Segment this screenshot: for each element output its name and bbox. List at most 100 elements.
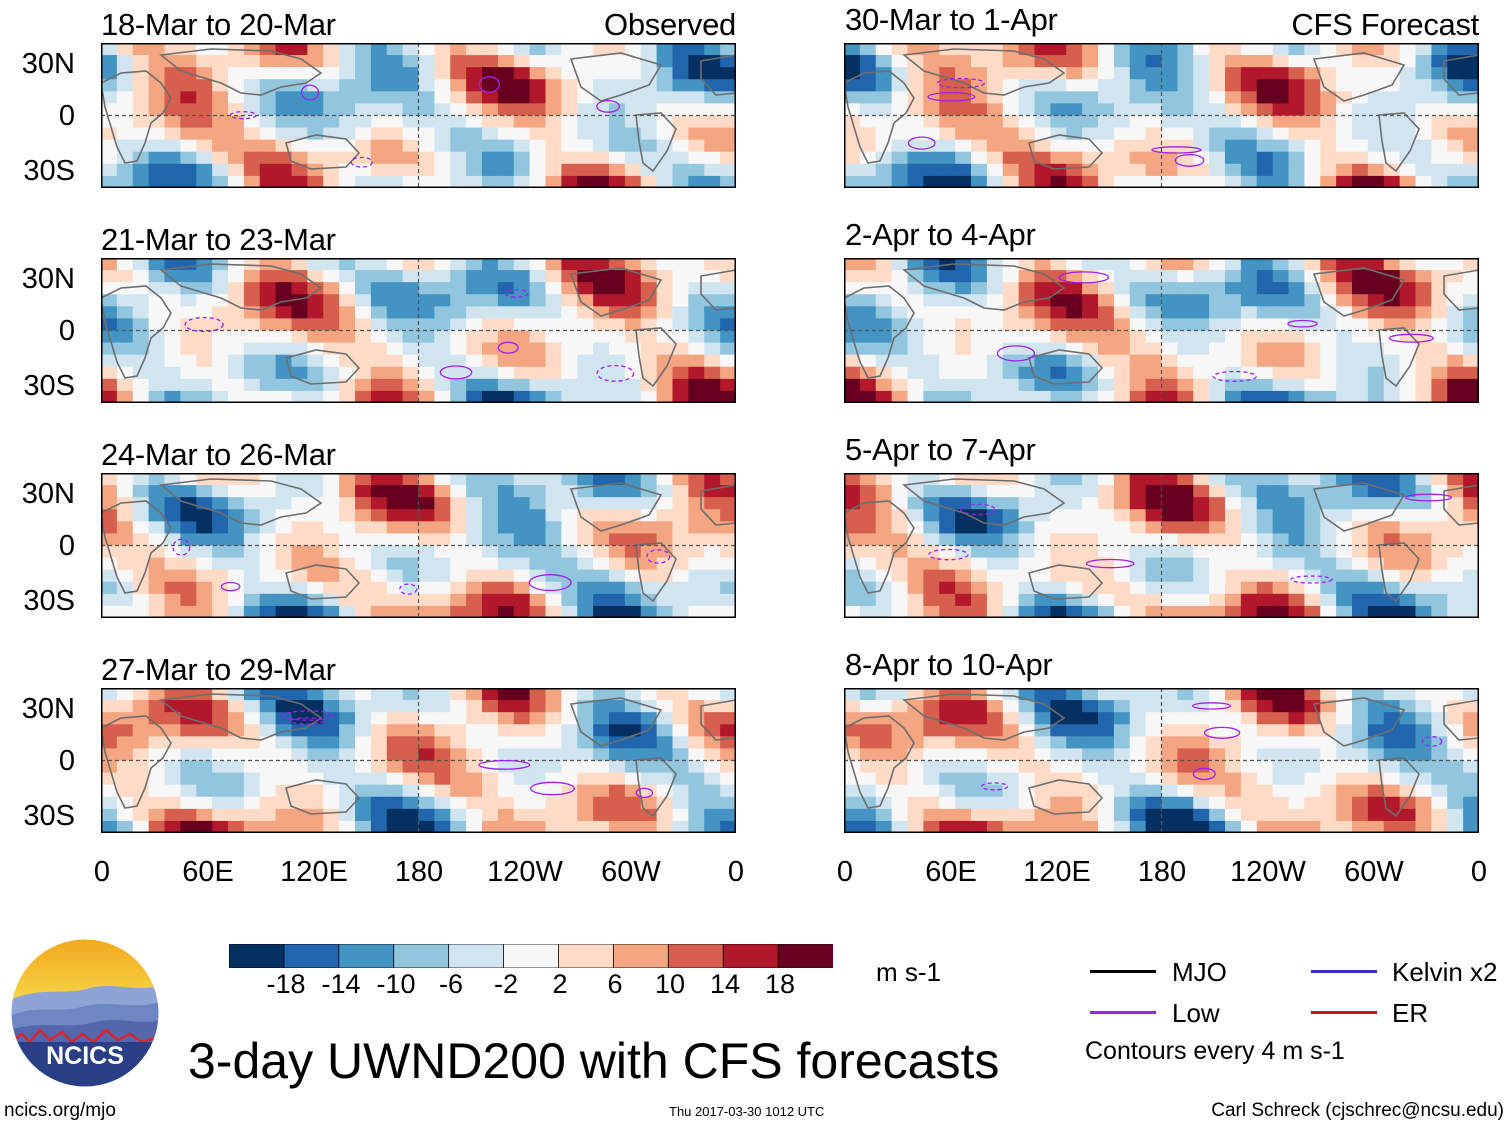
low-contour xyxy=(300,84,320,101)
coastline xyxy=(1028,564,1104,600)
coastline xyxy=(844,285,915,379)
footer-timestamp: Thu 2017-03-30 1012 UTC xyxy=(669,1104,825,1119)
lat-label-30n-1: 30N xyxy=(21,48,75,80)
legend-label-mjo: MJO xyxy=(1172,957,1227,987)
colorbar-swatch xyxy=(612,943,670,969)
legend-line-kelvin xyxy=(1311,970,1377,973)
coastline xyxy=(159,478,323,526)
colorbar-swatch xyxy=(448,943,505,969)
forecast-label: CFS Forecast xyxy=(1291,7,1479,42)
coastline xyxy=(285,134,361,170)
coastline xyxy=(902,693,1066,741)
panel-title-fcst-2: 2-Apr to 4-Apr xyxy=(845,217,1036,252)
colorbar-swatch xyxy=(558,943,615,969)
low-contour xyxy=(1085,558,1135,569)
lat-label-30s-3: 30S xyxy=(23,585,75,617)
low-contour xyxy=(529,781,575,796)
coastline xyxy=(1443,269,1479,311)
panel-title-obs-4: 27-Mar to 29-Mar xyxy=(101,652,336,687)
footer-author: Carl Schreck (cjschrec@ncsu.edu) xyxy=(1211,1100,1504,1121)
low-contour xyxy=(478,759,531,770)
coastline xyxy=(1028,134,1104,170)
coastline xyxy=(101,715,172,809)
low-contour xyxy=(1192,767,1216,781)
coastline xyxy=(1312,482,1406,532)
lat-label-30s-2: 30S xyxy=(23,370,75,402)
low-contour xyxy=(399,583,418,595)
coastline xyxy=(1312,267,1406,317)
colorbar-units: m s-1 xyxy=(876,957,941,987)
coastline xyxy=(101,285,172,379)
low-contour xyxy=(927,91,976,102)
coastline xyxy=(285,564,361,600)
low-contour xyxy=(1290,575,1333,584)
colorbar-swatch xyxy=(338,943,395,969)
low-contour xyxy=(907,136,936,150)
low-contour xyxy=(1388,333,1434,343)
legend-label-kelvin: Kelvin x2 xyxy=(1392,957,1498,987)
low-contour xyxy=(635,787,654,799)
colorbar-swatch xyxy=(503,943,560,969)
coastline xyxy=(1028,349,1104,385)
footer-url-link[interactable]: ncics.org/mjo xyxy=(4,1100,116,1121)
coastline xyxy=(1443,54,1479,96)
colorbar-label-6: 2 xyxy=(552,969,568,999)
coastline xyxy=(700,269,736,311)
coastline xyxy=(101,70,172,164)
legend-label-er: ER xyxy=(1392,998,1429,1028)
low-contour xyxy=(996,345,1036,362)
colorbar-swatch xyxy=(283,943,340,969)
coastline xyxy=(569,482,663,532)
colorbar-label-10: 18 xyxy=(764,969,796,999)
coastline xyxy=(569,267,663,317)
legend-line-mjo xyxy=(1090,970,1156,973)
lat-label-eq-1: 0 xyxy=(58,100,75,132)
coastline xyxy=(902,263,1066,311)
coastline xyxy=(844,70,915,164)
colorbar-label-7: 6 xyxy=(607,969,623,999)
low-contour xyxy=(497,341,519,354)
coastline xyxy=(159,693,323,741)
low-contour xyxy=(1287,319,1318,328)
map-fcst-4 xyxy=(844,688,1479,833)
colorbar-swatch xyxy=(393,943,450,969)
lat-label-30s-1: 30S xyxy=(23,155,75,187)
coastline xyxy=(902,48,1066,96)
low-contour xyxy=(1058,271,1110,284)
lon-label-0-left: 0 xyxy=(93,856,111,888)
lat-label-eq-4: 0 xyxy=(58,745,75,777)
logo-text: NCICS xyxy=(46,1042,124,1070)
low-contour xyxy=(172,538,191,556)
low-contour xyxy=(220,581,241,592)
lon-label-120e-left: 120E xyxy=(280,856,348,888)
lon-label-180-left: 180 xyxy=(394,856,444,888)
low-contour xyxy=(282,710,334,721)
coastline xyxy=(1443,699,1479,741)
lat-label-30n-2: 30N xyxy=(21,263,75,295)
coastline xyxy=(700,699,736,741)
coastline xyxy=(569,52,663,102)
low-contour xyxy=(1203,726,1241,739)
low-contour xyxy=(936,77,986,89)
panel-title-fcst-4: 8-Apr to 10-Apr xyxy=(845,647,1053,682)
low-contour xyxy=(1191,702,1232,710)
low-contour xyxy=(1405,493,1453,502)
colorbar-label-4: -6 xyxy=(438,969,463,999)
low-contour xyxy=(290,717,325,725)
coastline xyxy=(1443,484,1479,526)
low-contour xyxy=(1151,146,1202,154)
observed-label: Observed xyxy=(604,7,736,42)
low-contour xyxy=(184,316,224,333)
map-obs-3 xyxy=(101,473,736,618)
ncics-logo: NCICS xyxy=(10,938,160,1088)
colorbar-label-2: -14 xyxy=(321,969,361,999)
low-contour xyxy=(439,365,473,380)
low-contour xyxy=(1421,736,1443,747)
colorbar-swatch xyxy=(667,943,725,969)
lat-label-eq-3: 0 xyxy=(58,530,75,562)
panel-title-obs-3: 24-Mar to 26-Mar xyxy=(101,437,336,472)
low-contour xyxy=(596,99,621,113)
lon-label-0-right: 0 xyxy=(836,856,854,888)
low-contour xyxy=(646,549,671,564)
coastline xyxy=(159,263,323,311)
